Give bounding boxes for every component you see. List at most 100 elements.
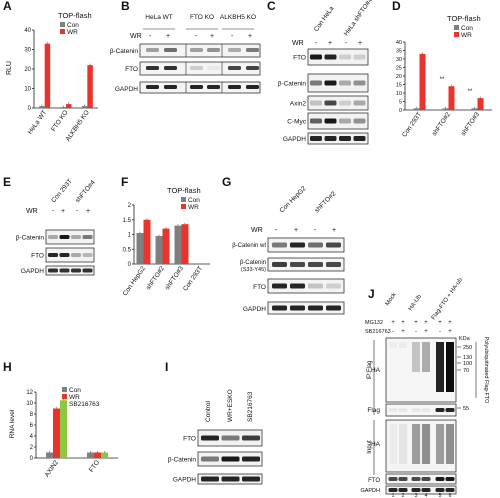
y-tick-label: 25 bbox=[396, 66, 402, 72]
flag-band bbox=[398, 408, 408, 412]
blot-band bbox=[310, 100, 322, 106]
treatment-mark: - bbox=[195, 33, 198, 40]
ubiquitin-smear bbox=[446, 424, 454, 464]
blot-frame bbox=[385, 419, 457, 473]
category-label: Con HepG2 bbox=[122, 265, 148, 297]
bar bbox=[87, 65, 93, 108]
blot-band bbox=[326, 305, 341, 311]
band-label: GAPDH bbox=[21, 268, 44, 275]
gapdh-band bbox=[398, 488, 408, 492]
category-label: HeLa WT bbox=[27, 109, 48, 136]
lane-label: SB216763 bbox=[247, 391, 254, 422]
ubiquitin-smear bbox=[446, 342, 454, 392]
band-label: β-Catenin bbox=[16, 235, 45, 242]
band-label: β-Catenin bbox=[240, 260, 266, 266]
blot-band bbox=[310, 54, 322, 60]
beta-catenin-band bbox=[164, 48, 177, 52]
blot-frame bbox=[267, 257, 345, 272]
legend-label: WR bbox=[461, 32, 472, 39]
panel-letter: G bbox=[222, 175, 231, 189]
y-tick-label: 0 bbox=[399, 108, 402, 114]
band-label: β-Catenin bbox=[278, 81, 307, 88]
panel-letter: J bbox=[368, 287, 375, 301]
band-label: GAPDH bbox=[115, 86, 138, 93]
ubiquitin-smear bbox=[436, 424, 444, 464]
blot-band bbox=[324, 136, 337, 141]
panel-letter: B bbox=[121, 0, 130, 13]
bar bbox=[448, 86, 455, 110]
panel-letter: A bbox=[3, 0, 12, 13]
blot-band bbox=[310, 136, 322, 141]
y-tick-label: 4 bbox=[30, 434, 34, 440]
band-label: (S33-Y45) bbox=[241, 267, 266, 273]
treatment-mark: + bbox=[414, 320, 418, 326]
panel-title: TOP-flash bbox=[447, 14, 481, 23]
fto-band bbox=[411, 477, 421, 481]
gapdh-band bbox=[435, 488, 445, 492]
bar bbox=[419, 53, 426, 110]
ubiquitin-smear bbox=[422, 342, 430, 372]
blot-frame bbox=[267, 301, 345, 315]
blot-band bbox=[339, 54, 351, 60]
marker-label: 55 bbox=[463, 406, 469, 412]
fto-band bbox=[445, 477, 455, 481]
group-label: IP:Flag bbox=[367, 360, 373, 379]
y-tick-label: 0 bbox=[28, 106, 32, 112]
blot-band bbox=[308, 242, 323, 248]
y-tick-label: 30 bbox=[24, 48, 31, 54]
panel-title: TOP-flash bbox=[58, 11, 92, 20]
panel-letter: I bbox=[165, 360, 168, 374]
lane-number: 2 bbox=[402, 493, 405, 498]
legend-swatch bbox=[62, 387, 67, 392]
gapdh-band bbox=[421, 488, 431, 492]
treatment-mark: + bbox=[424, 329, 428, 335]
treatment-mark: + bbox=[401, 329, 405, 335]
bar bbox=[39, 106, 45, 108]
blot-band bbox=[339, 136, 351, 141]
blot-band bbox=[71, 253, 81, 257]
bar bbox=[477, 98, 484, 110]
blot-band bbox=[353, 80, 366, 86]
treatment-mark: + bbox=[61, 208, 65, 215]
blot-band bbox=[201, 456, 219, 462]
blot-band bbox=[290, 242, 305, 248]
blot-band bbox=[201, 435, 219, 441]
treatment-label: SB216763 bbox=[365, 329, 391, 335]
gapdh-band bbox=[228, 85, 241, 89]
bar bbox=[53, 408, 60, 458]
lane-label: HeLa shFTO#4 bbox=[343, 0, 374, 37]
blot-frame bbox=[45, 229, 95, 245]
lane-label: Con HeLa bbox=[313, 5, 336, 33]
category-label: Con 293T bbox=[401, 111, 423, 138]
blot-band bbox=[308, 283, 323, 289]
y-tick-label: 6 bbox=[30, 423, 34, 429]
treatment-mark: + bbox=[438, 320, 442, 326]
treatment-label: WR bbox=[26, 208, 38, 215]
blot-frame bbox=[307, 48, 369, 66]
legend-swatch bbox=[62, 401, 67, 406]
blot-band bbox=[48, 268, 58, 273]
treatment-mark: - bbox=[392, 329, 394, 335]
bar bbox=[471, 108, 478, 110]
fto-band bbox=[146, 66, 159, 70]
blot-band bbox=[339, 80, 351, 86]
treatment-mark: - bbox=[415, 329, 417, 335]
marker-label: 100 bbox=[463, 361, 472, 367]
legend-label: WR bbox=[188, 204, 199, 211]
treatment-mark: + bbox=[358, 40, 362, 47]
band-label: FTO bbox=[253, 284, 266, 291]
beta-catenin-band bbox=[146, 48, 159, 52]
fto-band bbox=[421, 477, 431, 481]
lane-label: WR+ESKO bbox=[227, 389, 234, 422]
blot-band bbox=[242, 435, 260, 441]
y-tick-label: 2 bbox=[128, 203, 132, 209]
treatment-mark: + bbox=[294, 227, 298, 234]
treatment-mark: + bbox=[332, 227, 336, 234]
band-label: GAPDH bbox=[360, 488, 380, 494]
treatment-label: MG132 bbox=[365, 320, 383, 326]
ubiquitin-smear bbox=[436, 342, 444, 392]
blot-band bbox=[324, 80, 337, 86]
lane-label: Control bbox=[205, 400, 212, 422]
y-tick-label: 0.5 bbox=[123, 247, 132, 253]
band-label: β-Catenin wt bbox=[232, 243, 266, 249]
